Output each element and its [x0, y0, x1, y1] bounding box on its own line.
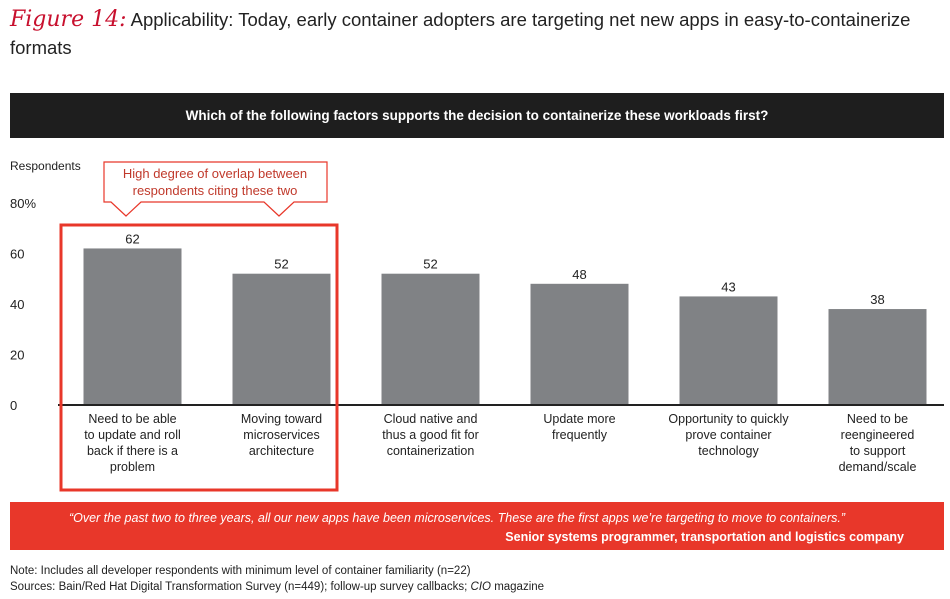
- bar: [679, 296, 778, 405]
- category-label: Cloud native and thus a good fit for conta…: [382, 412, 479, 458]
- bar: [828, 309, 927, 405]
- y-axis-ticks: 0 20 40 60 80%: [10, 196, 36, 413]
- bar-value-label: 38: [870, 292, 884, 307]
- bar-value-label: 52: [423, 257, 437, 272]
- bar: [381, 273, 480, 405]
- bar: [83, 248, 182, 405]
- category-label: Opportunity to quickly prove container tec…: [668, 412, 789, 458]
- bar-value-label: 48: [572, 267, 586, 282]
- bar: [232, 273, 331, 405]
- sources-end: magazine: [494, 581, 545, 593]
- y-axis-label: Respondents: [10, 159, 81, 173]
- category-label: Need to be able to update and roll back if…: [84, 412, 181, 474]
- callout-box: [103, 161, 328, 217]
- quote-box: “Over the past two to three years, all o…: [10, 502, 944, 550]
- overlap-callout: High degree of overlap between respondent…: [103, 161, 328, 217]
- bar-value-label: 43: [721, 279, 735, 294]
- sources-line: Sources: Bain/Red Hat Digital Transforma…: [10, 579, 544, 595]
- sources-text: Sources: Bain/Red Hat Digital Transforma…: [10, 581, 468, 593]
- y-tick-label: 60: [10, 247, 24, 262]
- y-tick-label: 0: [10, 398, 17, 413]
- figure-title: Figure 14: Applicability: Today, early c…: [10, 6, 945, 62]
- y-tick-label: 80%: [10, 196, 36, 211]
- y-tick-label: 20: [10, 348, 24, 363]
- bar-chart: Respondents 0 20 40 60 80% 62 52 52 48 43 38 Need…: [10, 159, 944, 492]
- note-line: Note: Includes all developer respondents…: [10, 565, 471, 577]
- sources-magazine: CIO: [470, 581, 491, 593]
- x-axis-labels: Need to be able to update and roll back if…: [84, 412, 916, 474]
- category-label: Need to be reengineered to support demand/s…: [839, 412, 917, 474]
- bar-value-label: 52: [274, 257, 288, 272]
- highlight-frame: [59, 223, 339, 492]
- bar: [530, 283, 629, 405]
- footnotes: Note: Includes all developer respondents…: [10, 563, 544, 595]
- bar-value-label: 62: [125, 231, 139, 246]
- quote-attribution: Senior systems programmer, transportatio…: [505, 530, 904, 544]
- figure-title-text: Applicability: Today, early container ad…: [10, 9, 911, 58]
- question-text: Which of the following factors supports …: [185, 108, 769, 123]
- category-label: Moving toward microservices architecture: [241, 412, 322, 458]
- question-banner: Which of the following factors supports …: [10, 93, 944, 138]
- callout-text: High degree of overlap between respondent…: [123, 166, 307, 198]
- bars-group: 62 52 52 48 43 38: [83, 231, 927, 405]
- category-label: Update more frequently: [543, 412, 615, 442]
- figure-label: Figure 14:: [10, 7, 127, 32]
- y-tick-label: 40: [10, 297, 24, 312]
- quote-text: “Over the past two to three years, all o…: [68, 511, 846, 525]
